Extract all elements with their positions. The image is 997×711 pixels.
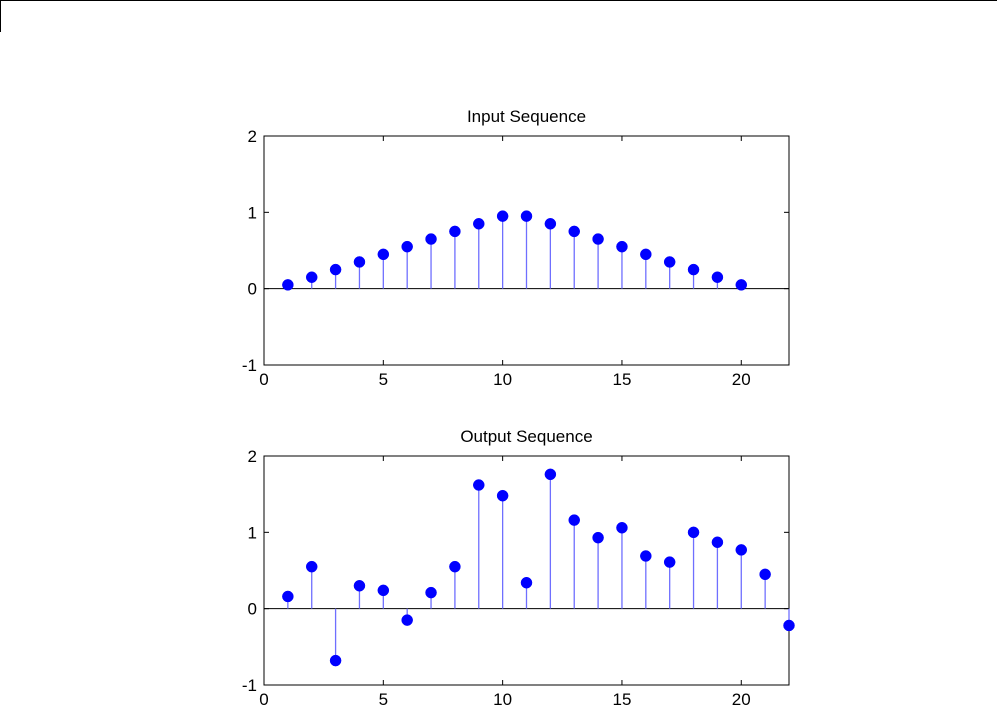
stem-marker (401, 614, 413, 626)
x-tick-label: 15 (612, 690, 631, 709)
stem-marker (425, 586, 437, 599)
y-tick-label: 0 (248, 600, 257, 619)
stem-marker (449, 560, 461, 573)
x-tick-label: 15 (612, 370, 631, 389)
stem-marker (616, 240, 628, 253)
y-tick-label: 1 (248, 203, 257, 222)
x-tick-label: 20 (732, 690, 751, 709)
stem-marker (568, 514, 580, 526)
x-tick-label: 0 (259, 370, 268, 389)
chart-title: Input Sequence (467, 107, 586, 126)
y-tick-label: 1 (248, 523, 257, 542)
stem-marker (783, 619, 795, 632)
stem-marker (377, 584, 390, 597)
stem-marker (735, 544, 748, 556)
stem-marker (759, 568, 771, 581)
x-tick-label: 20 (732, 370, 751, 389)
chart-title: Output Sequence (460, 427, 592, 446)
x-tick-label: 5 (379, 690, 388, 709)
y-tick-label: -1 (242, 356, 257, 375)
stem-marker (640, 248, 652, 261)
y-tick-label: 2 (248, 447, 257, 466)
stem-marker (640, 550, 652, 562)
stem-marker (473, 218, 485, 230)
stem-marker (449, 225, 461, 238)
stem-marker (663, 556, 676, 568)
stem-marker (687, 526, 700, 539)
stem-marker (473, 479, 485, 491)
stem-marker (592, 531, 604, 544)
stem-marker (401, 240, 413, 253)
stem-marker (735, 279, 748, 291)
stem-marker (353, 580, 366, 592)
stem-marker (282, 279, 294, 291)
axes-frame (263, 455, 790, 686)
stem-marker (520, 210, 533, 222)
x-tick-label: 0 (259, 690, 268, 709)
stem-marker (496, 489, 509, 502)
axes-frame (263, 135, 790, 366)
stem-marker (663, 256, 676, 268)
page-top-rule (0, 0, 997, 1)
y-tick-label: 0 (248, 280, 257, 299)
stem-marker (711, 536, 724, 549)
page-corner-mark (0, 0, 1, 32)
stem-marker (305, 271, 318, 283)
stem-marker (353, 256, 366, 268)
stem-marker (687, 263, 700, 276)
stem-marker (282, 590, 294, 603)
stem-marker (616, 522, 628, 534)
stem-marker (329, 263, 342, 276)
y-tick-label: 2 (248, 127, 257, 146)
stem-marker (425, 233, 437, 245)
x-tick-label: 10 (493, 370, 512, 389)
x-tick-label: 10 (493, 690, 512, 709)
y-tick-label: -1 (242, 676, 257, 695)
stem-marker (711, 271, 724, 283)
stem-marker (568, 225, 580, 238)
stem-marker (496, 210, 509, 222)
x-tick-label: 5 (379, 370, 388, 389)
stem-marker (329, 654, 342, 667)
stem-marker (377, 248, 390, 261)
stem-marker (592, 233, 604, 245)
stem-marker (520, 576, 533, 589)
stem-marker (544, 468, 557, 481)
stem-marker (544, 218, 557, 230)
stem-marker (305, 560, 318, 573)
